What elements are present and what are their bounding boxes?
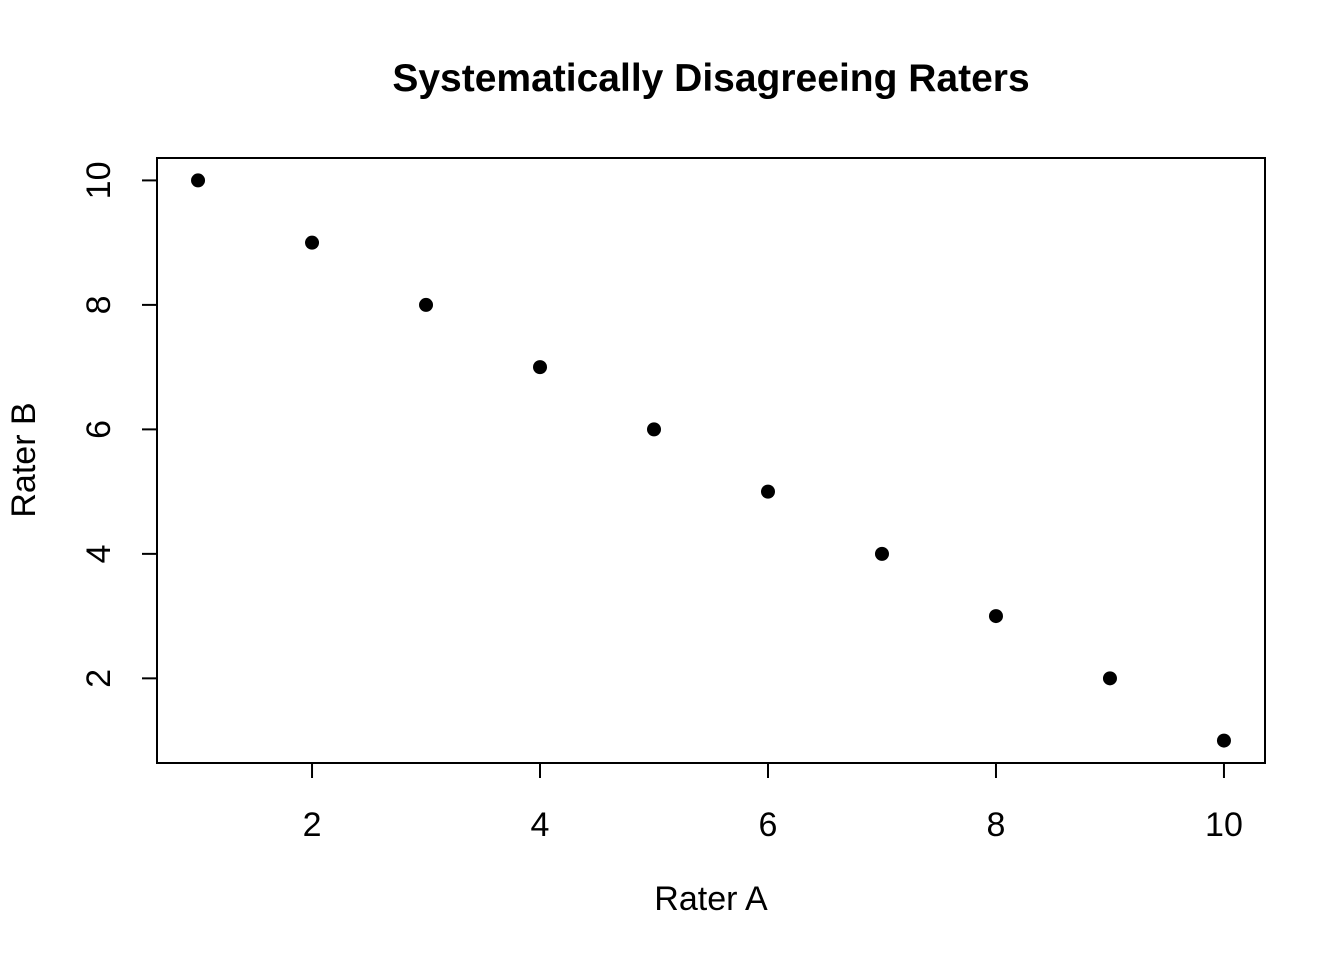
scatter-point	[305, 235, 320, 250]
x-axis-ticks: 2 4 6 8 10	[303, 763, 1243, 844]
x-tick-label: 6	[759, 806, 778, 844]
x-tick-label: 2	[303, 806, 322, 844]
x-tick-label: 10	[1205, 806, 1243, 844]
y-tick-label: 4	[80, 544, 118, 563]
data-points	[191, 173, 1231, 748]
scatter-point	[1216, 733, 1231, 748]
scatter-point	[1102, 671, 1117, 686]
y-tick-label: 2	[80, 669, 118, 688]
y-tick-label: 8	[80, 295, 118, 314]
scatter-point	[988, 609, 1003, 624]
y-tick-label: 10	[80, 161, 118, 199]
scatter-point	[874, 546, 889, 561]
plot-border	[156, 157, 1266, 764]
scatter-point	[760, 484, 775, 499]
y-axis-ticks: 2 4 6 8 10	[80, 161, 157, 688]
x-axis-label: Rater A	[654, 880, 768, 918]
chart-title: Systematically Disagreeing Raters	[392, 57, 1029, 100]
scatter-point	[647, 422, 662, 437]
x-tick-label: 4	[531, 806, 550, 844]
scatter-point	[533, 360, 548, 375]
y-axis-label: Rater B	[5, 402, 43, 517]
y-tick-label: 6	[80, 420, 118, 439]
scatter-point	[419, 297, 434, 312]
scatter-point	[191, 173, 206, 188]
x-tick-label: 8	[987, 806, 1006, 844]
